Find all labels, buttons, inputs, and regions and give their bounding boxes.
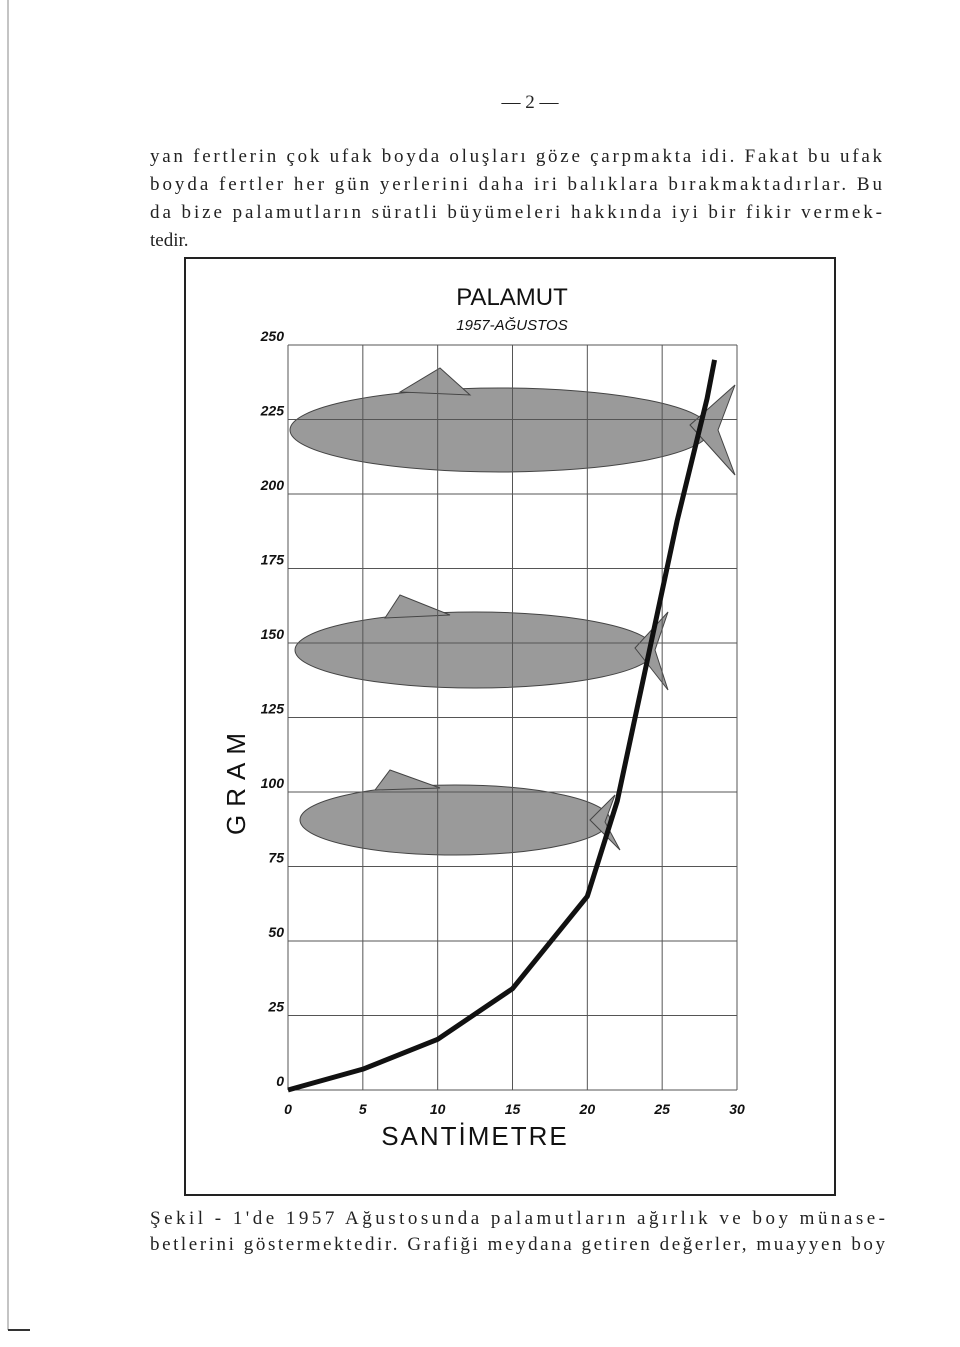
y-tick-label: 150 — [261, 626, 285, 642]
chart-subtitle: 1957-AĞUSTOS — [456, 317, 567, 334]
x-tick-label: 20 — [579, 1101, 596, 1117]
page-number: — 2 — — [501, 92, 560, 113]
y-tick-label: 75 — [268, 850, 284, 866]
y-tick-label: 25 — [267, 999, 284, 1015]
x-tick-label: 0 — [284, 1101, 292, 1117]
x-tick-label: 15 — [505, 1101, 521, 1117]
y-tick-label: 175 — [261, 552, 285, 568]
chart-title: PALAMUT — [456, 284, 568, 311]
y-tick-label: 225 — [260, 403, 285, 419]
x-axis-label: SANTİMETRE — [381, 1121, 569, 1151]
y-tick-label: 0 — [276, 1073, 284, 1089]
weight-length-curve — [287, 359, 718, 1093]
paragraph-line: tedir. — [150, 230, 189, 251]
y-tick-label: 50 — [268, 924, 284, 940]
paragraph-line: boyda fertler her gün yerlerini daha iri… — [150, 174, 882, 195]
y-tick-label: 100 — [261, 775, 285, 791]
y-tick-label: 250 — [260, 328, 285, 344]
paragraph-line: yan fertlerin çok ufak boyda oluşları gö… — [150, 146, 883, 167]
y-tick-label: 200 — [260, 477, 285, 493]
caption-line: betlerini göstermektedir. Grafiği meydan… — [150, 1234, 886, 1255]
x-tick-label: 10 — [430, 1101, 446, 1117]
x-tick-label: 25 — [653, 1101, 670, 1117]
y-axis-label: GRAM — [221, 725, 251, 835]
x-tick-label: 30 — [729, 1101, 745, 1117]
y-tick-label: 125 — [261, 701, 285, 717]
x-tick-label: 5 — [359, 1101, 367, 1117]
paragraph-line: da bize palamutların süratli büyümeleri … — [150, 202, 882, 223]
caption-line: Şekil - 1'de 1957 Ağustosunda palamutlar… — [150, 1208, 885, 1229]
figure-frame — [184, 257, 836, 1196]
